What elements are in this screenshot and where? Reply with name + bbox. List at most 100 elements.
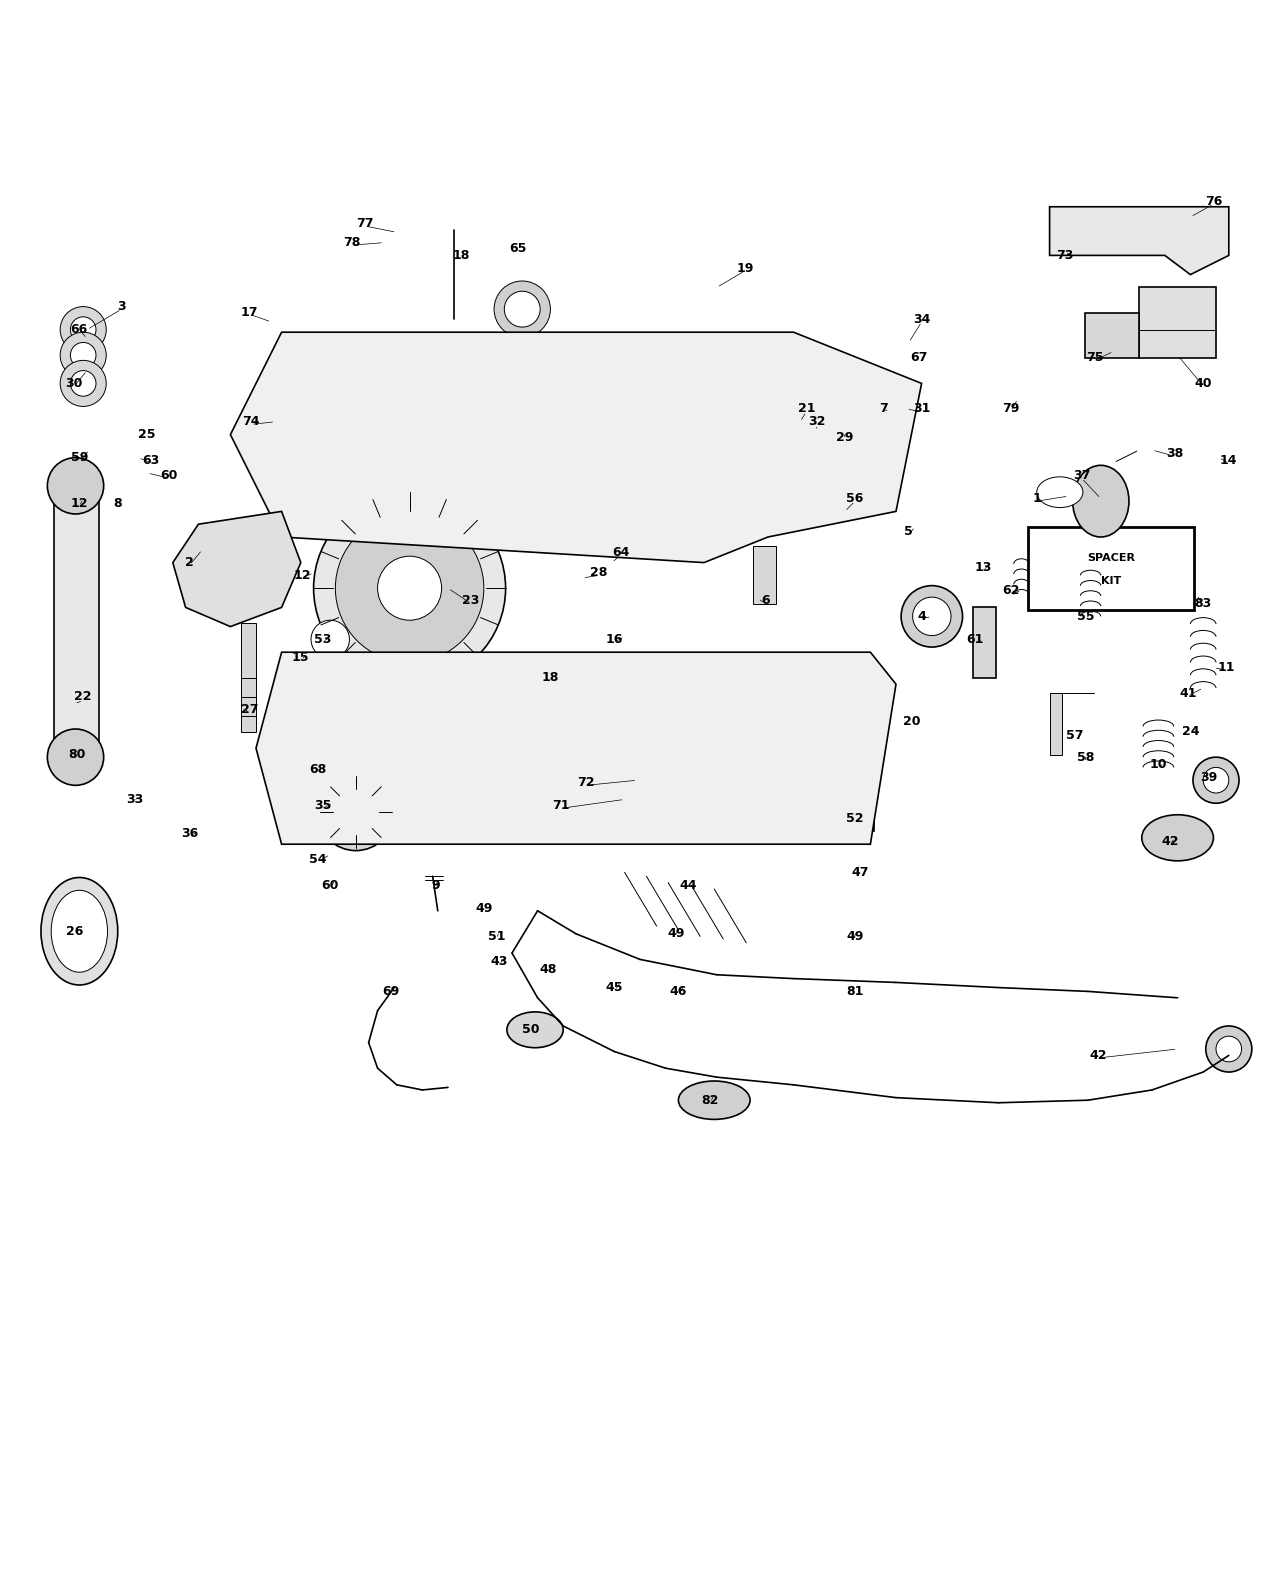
Circle shape — [60, 331, 106, 379]
Text: 60: 60 — [160, 469, 178, 482]
Text: 44: 44 — [680, 879, 698, 891]
Text: 11: 11 — [1217, 661, 1235, 674]
Ellipse shape — [550, 335, 730, 484]
Ellipse shape — [1037, 477, 1083, 508]
Text: 26: 26 — [65, 925, 83, 937]
Text: 73: 73 — [1056, 249, 1074, 262]
Circle shape — [317, 774, 394, 850]
Ellipse shape — [41, 877, 118, 985]
Text: 14: 14 — [1220, 454, 1238, 466]
Text: 75: 75 — [1085, 352, 1103, 365]
Circle shape — [314, 492, 506, 684]
Text: 74: 74 — [242, 416, 260, 428]
Text: 38: 38 — [1166, 447, 1184, 460]
Text: 32: 32 — [808, 416, 826, 428]
Circle shape — [1066, 217, 1097, 247]
Text: 31: 31 — [913, 403, 931, 416]
FancyBboxPatch shape — [1085, 312, 1139, 358]
Circle shape — [435, 711, 461, 736]
Text: 55: 55 — [1076, 611, 1094, 623]
Circle shape — [333, 790, 379, 836]
Text: 18: 18 — [452, 249, 470, 262]
Polygon shape — [230, 331, 922, 563]
Circle shape — [623, 763, 669, 809]
FancyBboxPatch shape — [973, 607, 996, 677]
Text: 22: 22 — [74, 690, 92, 704]
Text: 21: 21 — [797, 403, 815, 416]
Text: KIT: KIT — [1101, 576, 1121, 587]
Text: 33: 33 — [125, 793, 143, 806]
Circle shape — [1203, 768, 1229, 793]
Circle shape — [47, 730, 104, 785]
Polygon shape — [173, 511, 301, 626]
Ellipse shape — [507, 1012, 563, 1048]
Text: 68: 68 — [308, 763, 326, 777]
Ellipse shape — [371, 366, 486, 465]
Text: 81: 81 — [846, 985, 864, 998]
Circle shape — [70, 371, 96, 396]
Text: 6: 6 — [762, 595, 769, 607]
FancyBboxPatch shape — [753, 546, 776, 604]
Text: 41: 41 — [1179, 687, 1197, 699]
Text: 50: 50 — [522, 1023, 540, 1036]
Circle shape — [335, 514, 484, 663]
Circle shape — [504, 292, 540, 327]
Text: 1: 1 — [1033, 492, 1041, 504]
Text: 12: 12 — [70, 498, 88, 511]
Text: 36: 36 — [180, 828, 198, 841]
Text: 7: 7 — [879, 403, 887, 416]
Text: 28: 28 — [590, 566, 608, 579]
FancyBboxPatch shape — [842, 799, 874, 831]
Circle shape — [311, 620, 349, 658]
Text: 29: 29 — [836, 431, 854, 444]
Circle shape — [60, 360, 106, 406]
Circle shape — [70, 317, 96, 343]
Text: 48: 48 — [539, 963, 557, 975]
Text: 54: 54 — [308, 853, 326, 866]
Text: 63: 63 — [142, 454, 160, 466]
FancyBboxPatch shape — [1050, 693, 1062, 755]
Circle shape — [47, 458, 104, 514]
Ellipse shape — [1073, 465, 1129, 538]
Text: 42: 42 — [1089, 1048, 1107, 1063]
Text: 61: 61 — [966, 633, 984, 646]
Circle shape — [611, 750, 682, 823]
Ellipse shape — [51, 890, 108, 972]
Text: 17: 17 — [241, 306, 259, 319]
Circle shape — [913, 598, 951, 636]
Ellipse shape — [346, 346, 512, 485]
Ellipse shape — [1142, 815, 1213, 861]
Ellipse shape — [678, 1082, 750, 1120]
Text: SPACER: SPACER — [1087, 554, 1135, 563]
Text: 35: 35 — [314, 799, 332, 812]
Circle shape — [494, 281, 550, 338]
Circle shape — [1206, 1026, 1252, 1072]
Text: 30: 30 — [65, 377, 83, 390]
Circle shape — [233, 577, 266, 611]
FancyBboxPatch shape — [241, 623, 256, 731]
Text: 8: 8 — [114, 498, 122, 511]
Text: 25: 25 — [138, 428, 156, 441]
Text: 57: 57 — [1066, 730, 1084, 742]
Text: 72: 72 — [577, 776, 595, 790]
Text: 15: 15 — [292, 650, 310, 665]
FancyBboxPatch shape — [627, 739, 676, 768]
Text: 23: 23 — [462, 595, 480, 607]
Text: 49: 49 — [475, 902, 493, 915]
Text: 82: 82 — [701, 1094, 719, 1107]
Text: 39: 39 — [1199, 771, 1217, 783]
Text: 69: 69 — [381, 985, 399, 998]
Text: 43: 43 — [490, 955, 508, 969]
Ellipse shape — [576, 358, 704, 460]
Polygon shape — [1050, 206, 1229, 274]
Circle shape — [198, 588, 224, 614]
Text: 76: 76 — [1204, 195, 1222, 208]
Circle shape — [1216, 1036, 1242, 1061]
Text: 80: 80 — [68, 749, 86, 761]
Text: 37: 37 — [1073, 469, 1091, 482]
Circle shape — [70, 343, 96, 368]
Text: 40: 40 — [1194, 377, 1212, 390]
Circle shape — [1193, 757, 1239, 803]
Text: 51: 51 — [488, 929, 506, 942]
Text: 59: 59 — [70, 450, 88, 465]
